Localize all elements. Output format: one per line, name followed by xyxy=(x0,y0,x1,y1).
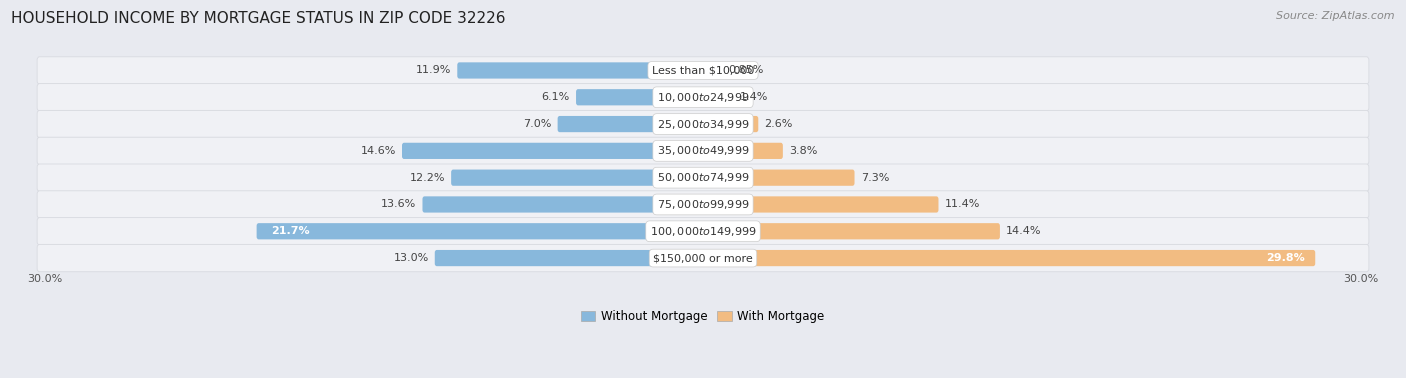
FancyBboxPatch shape xyxy=(402,143,704,159)
Text: $35,000 to $49,999: $35,000 to $49,999 xyxy=(657,144,749,157)
FancyBboxPatch shape xyxy=(257,223,704,239)
FancyBboxPatch shape xyxy=(37,164,1369,191)
Text: 12.2%: 12.2% xyxy=(409,173,446,183)
Text: 30.0%: 30.0% xyxy=(1344,274,1379,284)
FancyBboxPatch shape xyxy=(702,143,783,159)
FancyBboxPatch shape xyxy=(451,170,704,186)
FancyBboxPatch shape xyxy=(702,89,734,105)
FancyBboxPatch shape xyxy=(37,57,1369,84)
Text: $75,000 to $99,999: $75,000 to $99,999 xyxy=(657,198,749,211)
FancyBboxPatch shape xyxy=(702,250,1315,266)
Legend: Without Mortgage, With Mortgage: Without Mortgage, With Mortgage xyxy=(576,305,830,328)
Text: Source: ZipAtlas.com: Source: ZipAtlas.com xyxy=(1277,11,1395,21)
Text: 3.8%: 3.8% xyxy=(789,146,817,156)
Text: 7.3%: 7.3% xyxy=(860,173,889,183)
Text: $150,000 or more: $150,000 or more xyxy=(654,253,752,263)
Text: 13.0%: 13.0% xyxy=(394,253,429,263)
Text: 13.6%: 13.6% xyxy=(381,200,416,209)
Text: 14.6%: 14.6% xyxy=(360,146,396,156)
Text: 11.9%: 11.9% xyxy=(416,65,451,76)
Text: $10,000 to $24,999: $10,000 to $24,999 xyxy=(657,91,749,104)
Text: $25,000 to $34,999: $25,000 to $34,999 xyxy=(657,118,749,130)
Text: 14.4%: 14.4% xyxy=(1007,226,1042,236)
Text: 21.7%: 21.7% xyxy=(271,226,309,236)
Text: 2.6%: 2.6% xyxy=(765,119,793,129)
FancyBboxPatch shape xyxy=(702,196,938,212)
FancyBboxPatch shape xyxy=(37,245,1369,272)
FancyBboxPatch shape xyxy=(702,170,855,186)
Text: 6.1%: 6.1% xyxy=(541,92,569,102)
FancyBboxPatch shape xyxy=(37,137,1369,164)
FancyBboxPatch shape xyxy=(702,116,758,132)
Text: 0.85%: 0.85% xyxy=(728,65,763,76)
FancyBboxPatch shape xyxy=(37,218,1369,245)
FancyBboxPatch shape xyxy=(37,191,1369,218)
Text: 1.4%: 1.4% xyxy=(740,92,768,102)
FancyBboxPatch shape xyxy=(457,62,704,79)
FancyBboxPatch shape xyxy=(558,116,704,132)
Text: Less than $10,000: Less than $10,000 xyxy=(652,65,754,76)
Text: $100,000 to $149,999: $100,000 to $149,999 xyxy=(650,225,756,238)
FancyBboxPatch shape xyxy=(702,223,1000,239)
FancyBboxPatch shape xyxy=(434,250,704,266)
FancyBboxPatch shape xyxy=(702,62,723,79)
FancyBboxPatch shape xyxy=(422,196,704,212)
Text: 7.0%: 7.0% xyxy=(523,119,551,129)
FancyBboxPatch shape xyxy=(37,84,1369,111)
Text: 11.4%: 11.4% xyxy=(945,200,980,209)
Text: 30.0%: 30.0% xyxy=(27,274,62,284)
Text: 29.8%: 29.8% xyxy=(1267,253,1305,263)
FancyBboxPatch shape xyxy=(576,89,704,105)
Text: HOUSEHOLD INCOME BY MORTGAGE STATUS IN ZIP CODE 32226: HOUSEHOLD INCOME BY MORTGAGE STATUS IN Z… xyxy=(11,11,506,26)
FancyBboxPatch shape xyxy=(37,110,1369,138)
Text: $50,000 to $74,999: $50,000 to $74,999 xyxy=(657,171,749,184)
